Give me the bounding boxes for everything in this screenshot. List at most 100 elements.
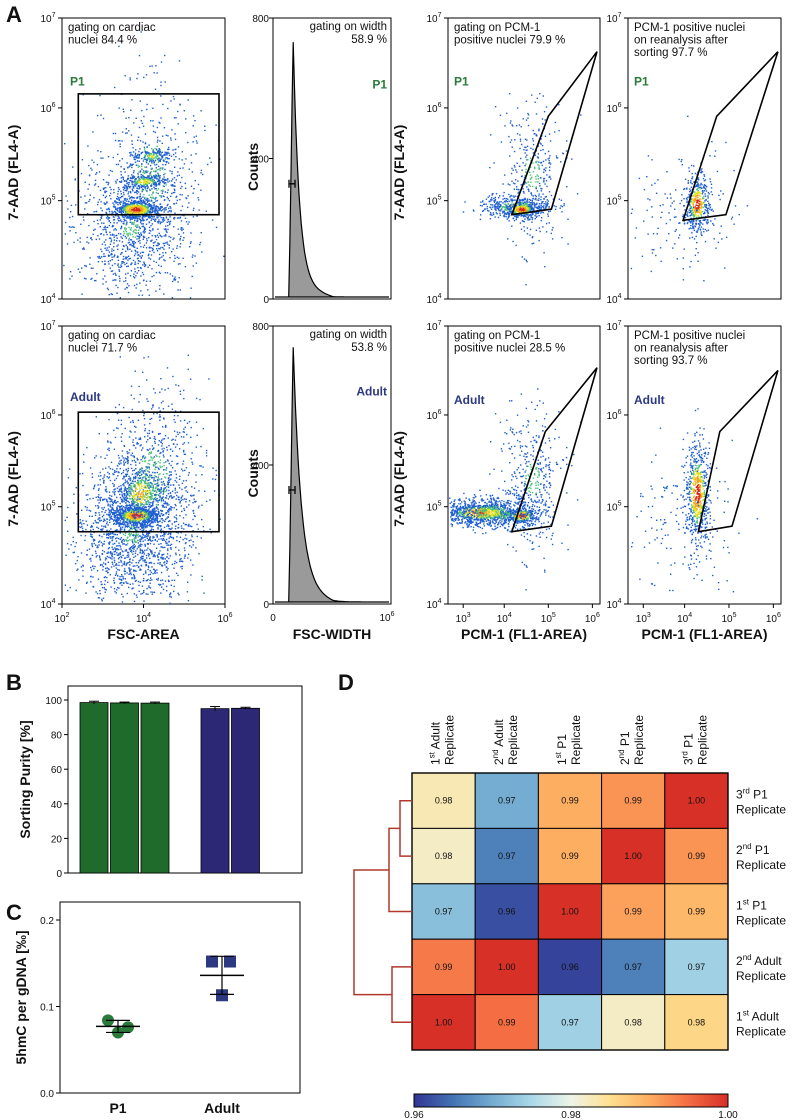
flow-event-dot bbox=[536, 199, 538, 201]
flow-event-dot bbox=[137, 204, 139, 206]
flow-event-dot bbox=[155, 271, 158, 274]
flow-event-dot bbox=[121, 241, 124, 243]
flow-event-dot bbox=[134, 182, 136, 184]
flow-event-dot bbox=[140, 507, 143, 509]
flow-event-dot bbox=[137, 536, 139, 538]
flow-event-dot bbox=[167, 178, 169, 180]
flow-event-dot bbox=[527, 215, 530, 217]
flow-event-dot bbox=[517, 214, 520, 216]
flow-event-dot bbox=[140, 232, 142, 234]
flow-event-dot bbox=[87, 242, 90, 244]
flow-event-dot bbox=[106, 476, 108, 478]
flow-event-dot bbox=[132, 276, 135, 278]
flow-event-dot bbox=[127, 182, 129, 184]
flow-event-dot bbox=[138, 237, 141, 239]
flow-event-dot bbox=[698, 203, 700, 205]
flow-event-dot bbox=[525, 284, 527, 286]
flow-event-dot bbox=[102, 562, 105, 564]
flow-event-dot bbox=[168, 152, 170, 155]
flow-event-dot bbox=[156, 180, 159, 183]
flow-event-dot bbox=[536, 160, 538, 163]
flow-event-dot bbox=[142, 141, 144, 143]
flow-event-dot bbox=[84, 181, 86, 183]
flow-event-dot bbox=[135, 532, 137, 534]
flow-event-dot bbox=[695, 204, 697, 206]
flow-event-dot bbox=[125, 539, 127, 541]
flow-event-dot bbox=[531, 185, 534, 188]
flow-event-dot bbox=[160, 546, 162, 548]
flow-event-dot bbox=[171, 280, 174, 283]
flow-event-dot bbox=[88, 509, 90, 512]
flow-event-dot bbox=[115, 240, 118, 242]
flow-event-dot bbox=[139, 204, 142, 206]
y-tick-label: 107 bbox=[426, 12, 441, 25]
flow-event-dot bbox=[152, 191, 154, 193]
flow-event-dot bbox=[560, 205, 562, 207]
flow-event-dot bbox=[144, 155, 146, 157]
flow-event-dot bbox=[508, 206, 510, 208]
flow-event-dot bbox=[502, 195, 504, 197]
flow-event-dot bbox=[151, 205, 153, 207]
flow-event-dot bbox=[522, 220, 524, 222]
flow-event-dot bbox=[117, 286, 119, 289]
flow-event-dot bbox=[99, 499, 101, 502]
flow-event-dot bbox=[544, 266, 546, 268]
flow-event-dot bbox=[149, 207, 152, 210]
flow-event-dot bbox=[105, 231, 107, 233]
width-gate-marker bbox=[288, 179, 296, 188]
flow-event-dot bbox=[152, 555, 154, 558]
flow-event-dot bbox=[689, 204, 691, 206]
flow-event-dot bbox=[151, 188, 153, 190]
flow-event-dot bbox=[701, 184, 703, 186]
flow-event-dot bbox=[211, 219, 214, 221]
flow-event-dot bbox=[131, 201, 133, 203]
flow-event-dot bbox=[151, 211, 153, 213]
flow-event-dot bbox=[125, 217, 128, 219]
flow-event-dot bbox=[166, 157, 169, 159]
flow-event-dot bbox=[160, 206, 163, 209]
flow-event-dot bbox=[90, 267, 93, 269]
flow-event-dot bbox=[641, 255, 644, 257]
y-axis-label: 7-AAD (FL4-A) bbox=[5, 431, 21, 527]
flow-event-dot bbox=[136, 215, 138, 217]
flow-event-dot bbox=[148, 226, 151, 229]
flow-event-dot bbox=[548, 210, 550, 213]
flow-event-dot bbox=[510, 208, 512, 210]
flow-event-dot bbox=[535, 213, 537, 215]
flow-event-dot bbox=[189, 297, 192, 299]
flow-event-dot bbox=[142, 160, 145, 162]
flow-event-dot bbox=[107, 288, 110, 291]
flow-event-dot bbox=[175, 156, 177, 158]
flow-event-dot bbox=[532, 129, 534, 132]
flow-event-dot bbox=[129, 185, 132, 188]
flow-event-dot bbox=[160, 531, 162, 534]
flow-event-dot bbox=[151, 162, 153, 165]
flow-event-dot bbox=[165, 252, 167, 254]
flow-event-dot bbox=[507, 216, 510, 218]
flow-event-dot bbox=[693, 229, 696, 232]
flow-event-dot bbox=[149, 516, 151, 518]
flow-event-dot bbox=[531, 243, 533, 245]
flow-event-dot bbox=[120, 548, 122, 550]
flow-event-dot bbox=[696, 208, 698, 210]
flow-event-dot bbox=[514, 211, 516, 213]
flow-event-dot bbox=[94, 484, 96, 486]
flow-event-dot bbox=[164, 484, 166, 486]
flow-event-dot bbox=[697, 215, 699, 217]
flow-event-dot bbox=[90, 535, 92, 537]
flow-event-dot bbox=[141, 210, 143, 212]
flow-event-dot bbox=[114, 537, 117, 540]
flow-event-dot bbox=[158, 158, 160, 160]
flow-event-dot bbox=[143, 193, 145, 196]
flow-event-dot bbox=[144, 231, 146, 233]
flow-event-dot bbox=[543, 181, 545, 183]
flow-event-dot bbox=[482, 210, 484, 212]
flow-event-dot bbox=[155, 196, 157, 199]
flow-event-dot bbox=[533, 209, 535, 211]
flow-event-dot bbox=[160, 95, 162, 97]
flow-event-dot bbox=[82, 569, 84, 572]
flow-event-dot bbox=[162, 242, 165, 245]
flow-event-dot bbox=[143, 229, 146, 231]
flow-event-dot bbox=[692, 226, 694, 228]
